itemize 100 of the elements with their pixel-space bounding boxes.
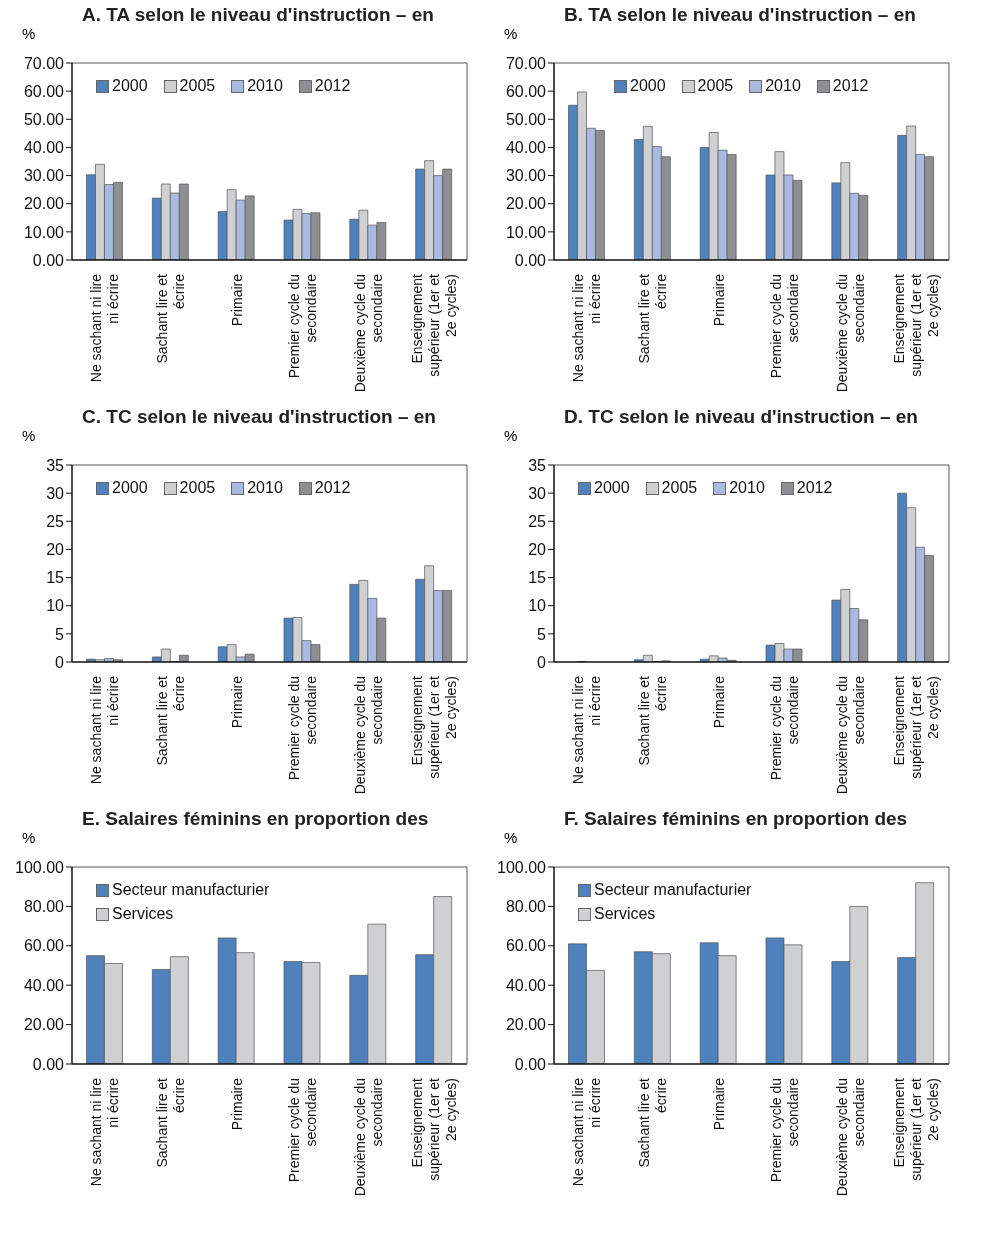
y-tick-label: 20.00: [23, 1016, 65, 1034]
x-tick-label: Enseignement supérieur (1er et 2e cycles): [891, 273, 942, 377]
legend-label: 2012: [314, 76, 351, 96]
y-tick-label: 30.00: [23, 167, 65, 185]
x-tick-label: Premier cycle du secondaire: [285, 1077, 319, 1183]
legend-label: 2000: [112, 76, 148, 96]
x-tick-label: Premier cycle du secondaire: [767, 273, 801, 379]
legend-label: 2005: [697, 76, 734, 96]
y-tick-label: 35: [46, 456, 65, 474]
y-tick-label: 20.00: [23, 195, 65, 213]
x-tick-label: Premier cycle du secondaire: [285, 273, 319, 379]
y-axis-title: %: [503, 829, 519, 846]
y-axis-title: %: [503, 25, 519, 42]
legend-label: 2005: [179, 478, 216, 498]
x-tick-label: Primaire: [228, 1077, 245, 1131]
legend-label: 2012: [314, 478, 351, 498]
x-tick-label: Ne sachant ni lire ni écrire: [88, 273, 122, 383]
x-tick-label: Enseignement supérieur (1er et 2e cycles): [409, 675, 460, 779]
legend-label: Secteur manufacturier: [112, 880, 270, 900]
y-tick-label: 15: [528, 569, 547, 587]
chart-title: F. Salaires féminins en proportion des: [564, 807, 908, 830]
x-tick-label: Sachant lire et écrire: [636, 1077, 670, 1168]
x-tick-label: Ne sachant ni lire ni écrire: [88, 1077, 122, 1187]
y-tick-label: 0.00: [32, 251, 65, 269]
y-tick-label: 50.00: [23, 110, 65, 128]
y-tick-label: 80.00: [505, 898, 547, 916]
y-tick-label: 80.00: [23, 898, 65, 916]
y-tick-label: 30: [528, 484, 547, 502]
y-tick-label: 20.00: [505, 1016, 547, 1034]
x-tick-label: Ne sachant ni lire ni écrire: [570, 273, 604, 383]
legend-label: 2010: [247, 76, 283, 96]
x-tick-label: Enseignement supérieur (1er et 2e cycles): [891, 1077, 942, 1181]
y-tick-label: 20: [528, 541, 547, 559]
y-tick-label: 0.00: [514, 1055, 547, 1073]
y-tick-label: 60.00: [23, 937, 65, 955]
y-tick-label: 70.00: [505, 54, 547, 72]
y-tick-label: 50.00: [505, 110, 547, 128]
y-tick-label: 10.00: [505, 223, 547, 241]
x-tick-label: Ne sachant ni lire ni écrire: [570, 675, 604, 785]
chart-title: D. TC selon le niveau d'instruction – en: [564, 405, 918, 428]
legend-label: 2005: [179, 76, 216, 96]
chart-title: E. Salaires féminins en proportion des: [82, 807, 429, 830]
y-tick-label: 20: [46, 541, 65, 559]
y-tick-label: 5: [537, 625, 547, 643]
y-tick-label: 20.00: [505, 195, 547, 213]
chart-title: C. TC selon le niveau d'instruction – en: [82, 405, 436, 428]
y-tick-label: 10.00: [23, 223, 65, 241]
x-tick-label: Ne sachant ni lire ni écrire: [88, 675, 122, 785]
x-tick-label: Premier cycle du secondaire: [285, 675, 319, 781]
x-tick-label: Primaire: [710, 273, 727, 327]
legend-label: 2000: [594, 478, 630, 498]
y-tick-label: 5: [55, 625, 65, 643]
y-tick-label: 0.00: [514, 251, 547, 269]
y-tick-label: 0.00: [32, 1055, 65, 1073]
legend-label: 2010: [729, 478, 765, 498]
y-tick-label: 60.00: [505, 937, 547, 955]
legend-label: 2012: [832, 76, 869, 96]
y-tick-label: 30: [46, 484, 65, 502]
legend-label: Services: [594, 904, 656, 924]
legend-label: 2010: [765, 76, 801, 96]
x-tick-label: Enseignement supérieur (1er et 2e cycles): [409, 1077, 460, 1181]
y-axis-title: %: [503, 427, 519, 444]
y-tick-label: 25: [46, 512, 65, 530]
legend-label: Secteur manufacturier: [594, 880, 752, 900]
x-tick-label: Primaire: [710, 1077, 727, 1131]
y-tick-label: 0: [55, 653, 65, 671]
x-tick-label: Sachant lire et écrire: [154, 675, 188, 766]
x-tick-label: Ne sachant ni lire ni écrire: [570, 1077, 604, 1187]
x-tick-label: Sachant lire et écrire: [154, 1077, 188, 1168]
y-tick-label: 40.00: [23, 976, 65, 994]
legend-label: 2012: [796, 478, 833, 498]
y-tick-label: 15: [46, 569, 65, 587]
x-tick-label: Premier cycle du secondaire: [767, 675, 801, 781]
y-tick-label: 10: [46, 597, 65, 615]
x-tick-label: Premier cycle du secondaire: [767, 1077, 801, 1183]
x-tick-label: Sachant lire et écrire: [636, 273, 670, 364]
y-tick-label: 100.00: [497, 858, 547, 876]
chart-title: A. TA selon le niveau d'instruction – en: [82, 3, 434, 26]
x-tick-label: Primaire: [710, 675, 727, 729]
y-axis-title: %: [21, 427, 37, 444]
y-tick-label: 40.00: [505, 976, 547, 994]
y-axis-title: %: [21, 25, 37, 42]
y-tick-label: 60.00: [505, 82, 547, 100]
y-tick-label: 40.00: [505, 139, 547, 157]
y-tick-label: 40.00: [23, 139, 65, 157]
x-tick-label: Primaire: [228, 675, 245, 729]
x-tick-label: Sachant lire et écrire: [154, 273, 188, 364]
y-tick-label: 60.00: [23, 82, 65, 100]
chart-title: B. TA selon le niveau d'instruction – en: [564, 3, 916, 26]
y-axis-title: %: [21, 829, 37, 846]
legend-label: 2000: [112, 478, 148, 498]
x-tick-label: Enseignement supérieur (1er et 2e cycles): [891, 675, 942, 779]
legend-label: 2010: [247, 478, 283, 498]
y-tick-label: 70.00: [23, 54, 65, 72]
y-tick-label: 30.00: [505, 167, 547, 185]
legend-label: 2000: [630, 76, 666, 96]
y-tick-label: 35: [528, 456, 547, 474]
legend-label: Services: [112, 904, 174, 924]
x-tick-label: Enseignement supérieur (1er et 2e cycles): [409, 273, 460, 377]
y-tick-label: 10: [528, 597, 547, 615]
